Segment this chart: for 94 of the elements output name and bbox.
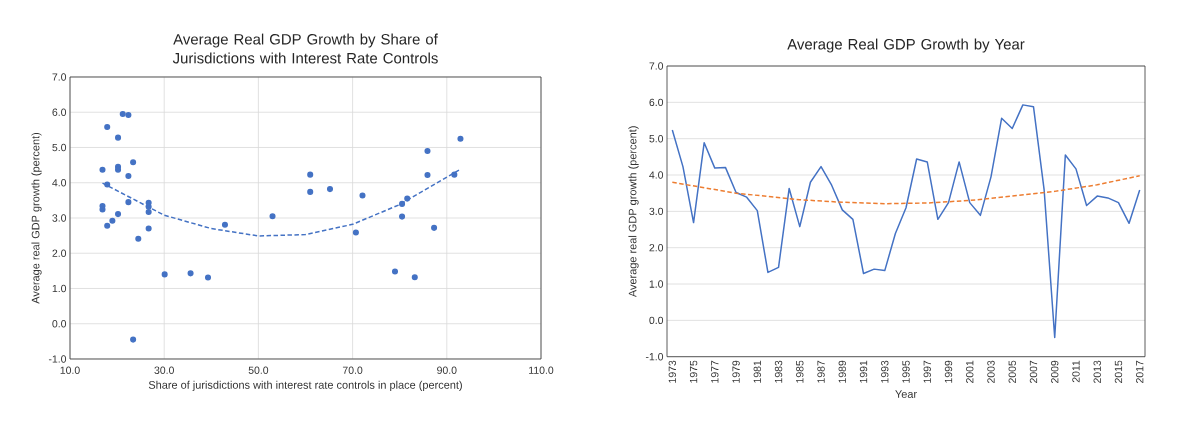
point [145,225,152,232]
y-tick-label: 7.0 [649,62,664,70]
y-tick-label: 4.0 [649,171,664,179]
x-tick-label: 1991 [859,360,868,383]
x-tick-label: 1979 [732,360,740,383]
point [161,271,168,278]
point [269,213,276,220]
point [204,274,212,281]
point [115,211,122,218]
y-tick-label: 2.0 [649,243,664,252]
point [104,124,111,131]
y-axis-title: Average real GDP growth (percent) [31,132,42,304]
x-tick-label: 2001 [966,360,974,383]
line-series [671,174,1141,205]
x-tick-label: 1995 [902,360,910,383]
x-tick-label: 1987 [817,360,825,383]
x-tick-label: 2015 [1114,360,1123,383]
y-tick-label: 1.0 [649,280,664,288]
point [145,208,152,216]
y-tick-label: 2.0 [52,249,67,257]
line-series [101,168,462,237]
y-tick-label: 3.0 [52,214,67,222]
point [399,200,406,207]
point [359,192,366,199]
point [99,166,106,173]
x-tick-label: 70.0 [342,366,363,374]
point [424,147,431,155]
point [187,270,194,277]
y-tick-label: 5.0 [649,134,664,143]
x-tick-label: 1993 [881,360,889,383]
x-tick-label: 1985 [796,360,804,383]
y-tick-label: 3.0 [649,207,664,216]
point [109,217,116,224]
chart-title: Average Real GDP Growth by Share of Jurisdictions with Interest Rate Controls [172,33,438,64]
x-tick-label: 1981 [753,360,762,383]
x-tick-label: 1983 [774,360,783,383]
point [125,173,132,180]
point [424,171,431,179]
x-tick-label: 110.0 [529,366,554,374]
point [135,235,142,242]
y-tick-label: -1.0 [48,355,67,363]
point [145,203,152,210]
point [104,222,111,229]
x-tick-label: 30.0 [154,366,174,374]
point [451,171,458,178]
x-tick-label: 1999 [944,360,953,383]
x-axis-title: Share of jurisdictions with interest rate controls in place (percent) [148,380,462,391]
point [411,274,418,281]
point [431,224,438,231]
x-tick-label: 90.0 [437,366,457,374]
point [115,134,122,141]
y-tick-label: 1.0 [52,284,67,293]
y-tick-label: 0.0 [649,316,664,325]
point [391,268,399,275]
y-tick-label: 0.0 [52,320,67,328]
point [104,181,111,188]
point [130,336,137,343]
point [307,171,314,178]
x-tick-label: 2007 [1029,360,1038,383]
point [352,229,359,236]
y-tick-label: 6.0 [649,98,664,107]
point [119,110,126,118]
y-tick-label: 4.0 [52,179,67,187]
y-tick-label: 5.0 [52,143,67,152]
x-tick-label: 2013 [1093,360,1101,383]
point [404,195,411,202]
chart-title: Average Real GDP Growth by Year [787,38,1025,53]
y-axis-title: Average real GDP growth (percent) [628,126,639,298]
x-tick-label: 2005 [1008,360,1016,383]
y-tick-label: 7.0 [52,73,67,81]
x-tick-label: 1973 [668,360,677,383]
point [125,112,132,119]
x-tick-label: 1997 [923,360,931,383]
x-tick-label: 10.0 [60,366,80,374]
point [307,188,314,195]
x-tick-label: 2009 [1051,360,1059,383]
x-tick-label: 2003 [987,360,995,383]
point [130,159,137,166]
point [457,135,464,142]
point [99,206,106,213]
x-tick-label: 2017 [1136,360,1144,383]
x-tick-label: 1977 [711,360,719,383]
y-tick-label: -1.0 [645,353,664,361]
point [399,213,406,220]
point [221,221,228,228]
x-axis-title: Year [895,390,917,398]
point [125,199,132,206]
point [326,186,334,193]
x-tick-label: 2011 [1072,360,1080,383]
x-tick-label: 1975 [689,360,698,383]
x-tick-label: 50.0 [248,366,269,374]
line-series [671,104,1141,339]
y-tick-label: 6.0 [52,108,67,116]
x-tick-label: 1989 [838,360,846,383]
